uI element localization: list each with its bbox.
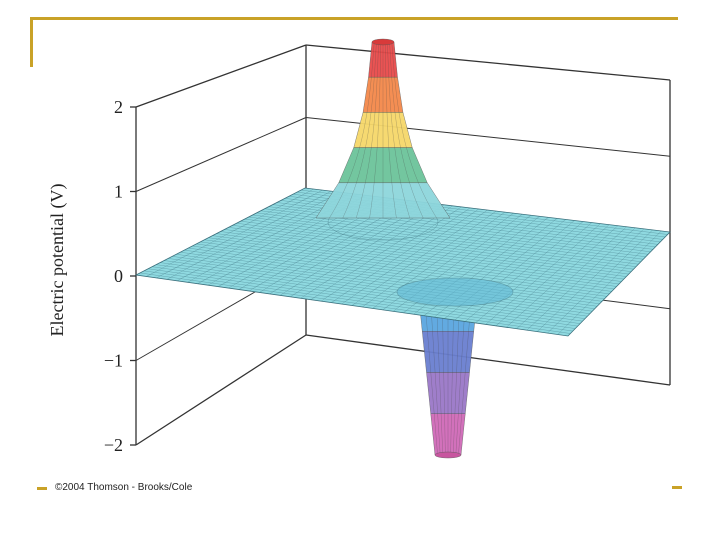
potential-plane bbox=[134, 187, 671, 337]
z-tick-label: 1 bbox=[114, 182, 123, 202]
peak-meshline bbox=[329, 41, 375, 219]
well-meshline bbox=[423, 289, 438, 456]
z-ticks: 2 1 0 −1 −2 bbox=[104, 97, 136, 455]
z-tick-label: 2 bbox=[114, 97, 123, 117]
box-edge-top-right bbox=[305, 44, 671, 81]
box-edge-bottom-left bbox=[135, 334, 307, 446]
peak-meshline bbox=[356, 41, 379, 219]
plane-gridline bbox=[526, 227, 636, 331]
peak-meshline bbox=[387, 41, 410, 219]
well-opening bbox=[396, 277, 514, 307]
peak-meshline bbox=[342, 41, 377, 219]
plane-gridline bbox=[537, 228, 645, 332]
peak-cap bbox=[371, 38, 395, 46]
plane-gridline bbox=[547, 229, 653, 334]
z-tick-label: −2 bbox=[104, 435, 123, 455]
plane-gridline bbox=[516, 226, 627, 329]
z-tick-label: 0 bbox=[114, 266, 123, 286]
copyright-credit: ©2004 Thomson - Brooks/Cole bbox=[55, 482, 193, 493]
peak-meshline bbox=[391, 41, 437, 219]
y-axis-label: Electric potential (V) bbox=[47, 184, 68, 337]
title-rule bbox=[30, 17, 678, 20]
well-meshline bbox=[429, 289, 441, 456]
footer-rule-right bbox=[672, 486, 682, 489]
box-edge-bottom-right bbox=[305, 334, 671, 386]
z-tick-label: −1 bbox=[104, 351, 123, 371]
positive-peak bbox=[315, 38, 451, 219]
plane-gridline bbox=[506, 225, 618, 328]
footer-rule-left bbox=[37, 487, 47, 490]
left-rule bbox=[30, 17, 33, 67]
wall-gridline bbox=[135, 117, 307, 192]
peak-meshline bbox=[385, 41, 397, 219]
box-edge-top-left bbox=[135, 44, 307, 108]
peak-meshline bbox=[389, 41, 424, 219]
peak-meshline bbox=[369, 41, 381, 219]
well-bottom bbox=[434, 451, 462, 459]
plane-gridline bbox=[495, 224, 610, 326]
plane-gridline bbox=[557, 230, 662, 335]
